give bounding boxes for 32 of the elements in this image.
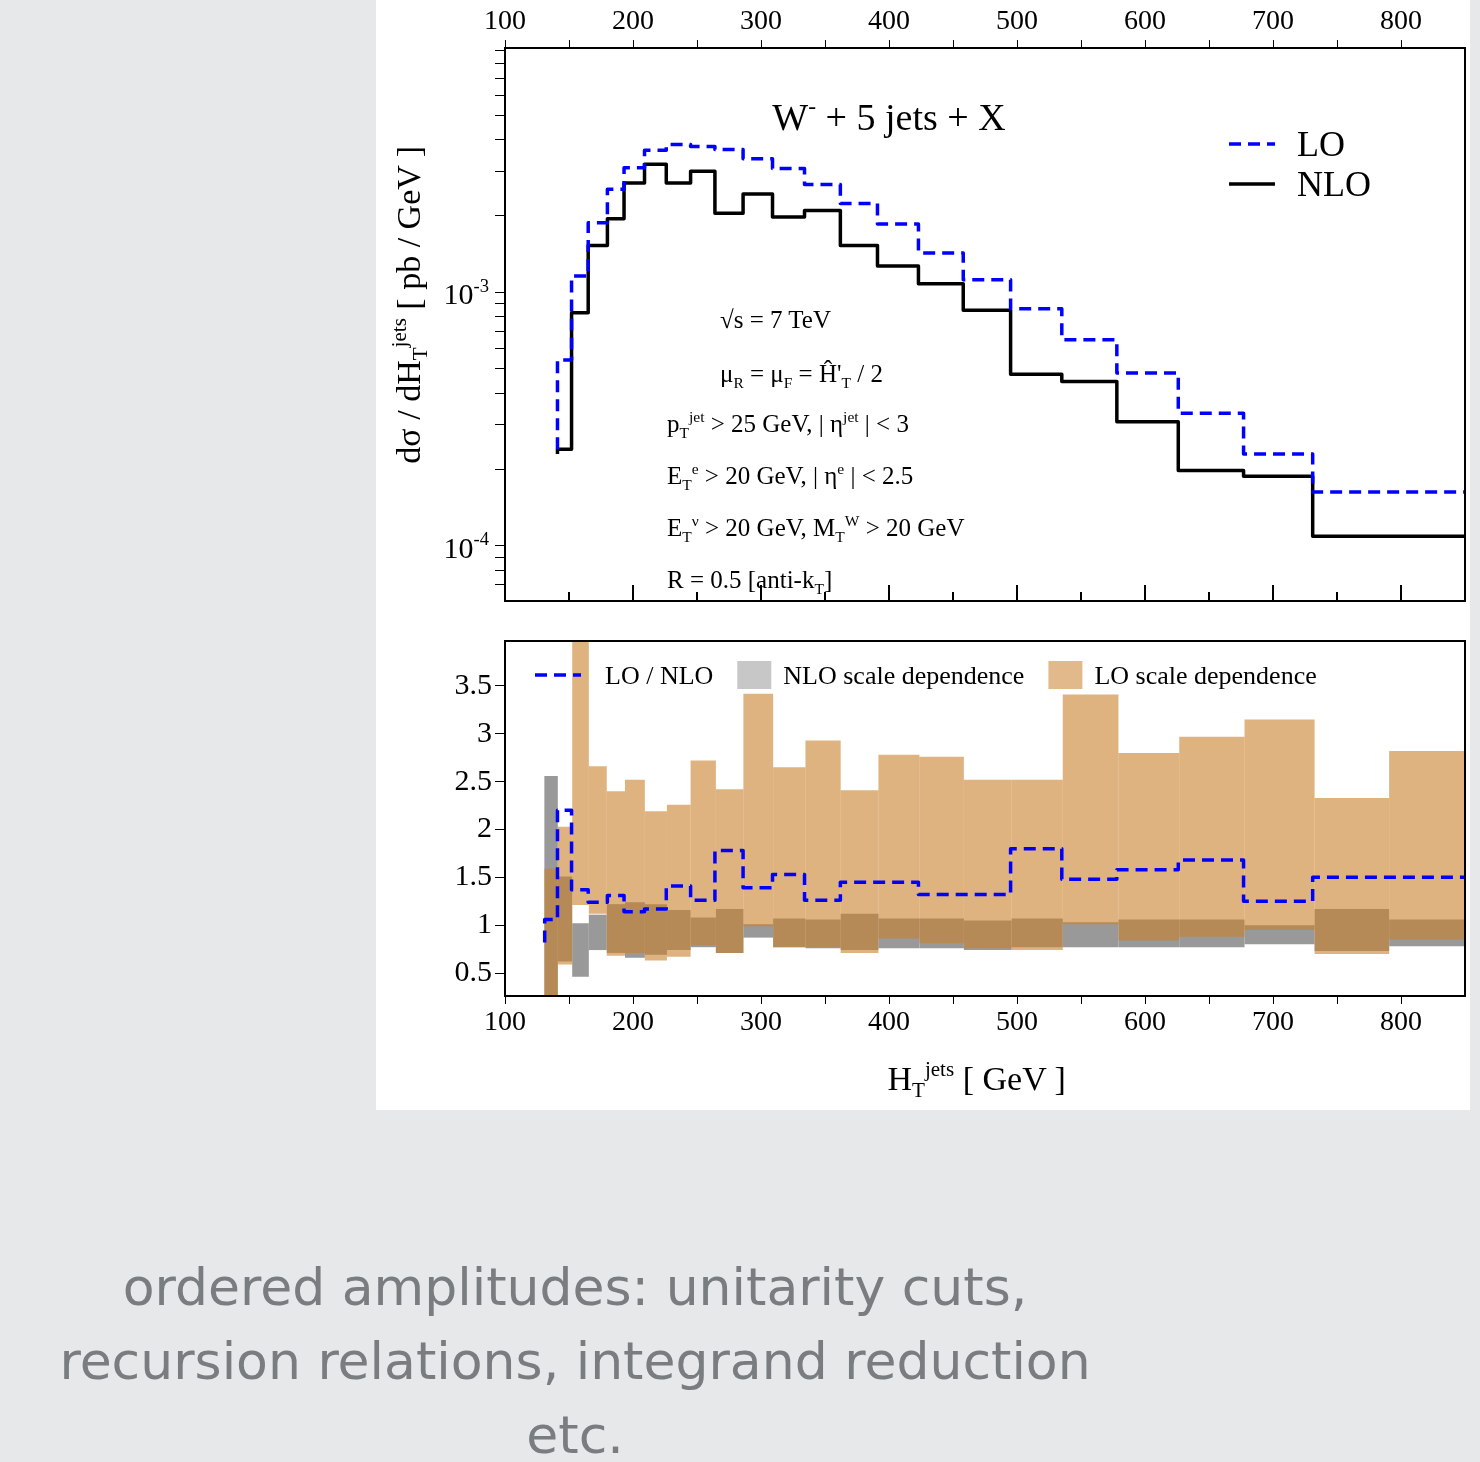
- x-tick-label: 100: [484, 1005, 526, 1037]
- text: W- + 5 jets + X: [772, 93, 1006, 138]
- x-tick-label: 800: [1380, 3, 1422, 35]
- legend-label: NLO scale dependence: [783, 661, 1025, 690]
- x-tick-label: 700: [1252, 1005, 1294, 1037]
- y-tick-label: 0.5: [454, 953, 492, 987]
- y-tick-label: 2.5: [454, 762, 492, 796]
- text: ordered amplitudes: unitarity cuts, recursion relations, integrand reduction etc.: [58, 1256, 1092, 1462]
- x-tick-label: 600: [1124, 1005, 1166, 1037]
- x-tick-label: 300: [740, 3, 782, 35]
- legend-label: LO scale dependence: [1094, 661, 1317, 690]
- y-tick-label: 3: [477, 714, 492, 748]
- x-tick-label: 200: [612, 1005, 654, 1037]
- x-tick-label: 100: [484, 3, 526, 35]
- y-tick-label: 3.5: [454, 666, 492, 700]
- legend-label: LO: [1297, 124, 1345, 164]
- y-tick-label: 2: [477, 810, 492, 844]
- x-tick-label: 300: [740, 1005, 782, 1037]
- annotation: √s = 7 TeV: [720, 306, 832, 333]
- x-tick-label: 600: [1124, 3, 1166, 35]
- x-tick-label: 500: [996, 1005, 1038, 1037]
- legend-label: NLO: [1297, 164, 1371, 204]
- x-tick-label: 500: [996, 3, 1038, 35]
- y-tick-label: 1: [477, 906, 492, 940]
- x-tick-label: 400: [868, 1005, 910, 1037]
- y-tick-label: 1.5: [454, 858, 492, 892]
- x-tick-label: 800: [1380, 1005, 1422, 1037]
- x-tick-label: 200: [612, 3, 654, 35]
- x-tick-label: 700: [1252, 3, 1294, 35]
- y-axis-title: dσ / dHTjets [ pb / GeV ]: [386, 145, 433, 464]
- x-tick-label: 400: [868, 3, 910, 35]
- legend-label: LO / NLO: [605, 661, 714, 690]
